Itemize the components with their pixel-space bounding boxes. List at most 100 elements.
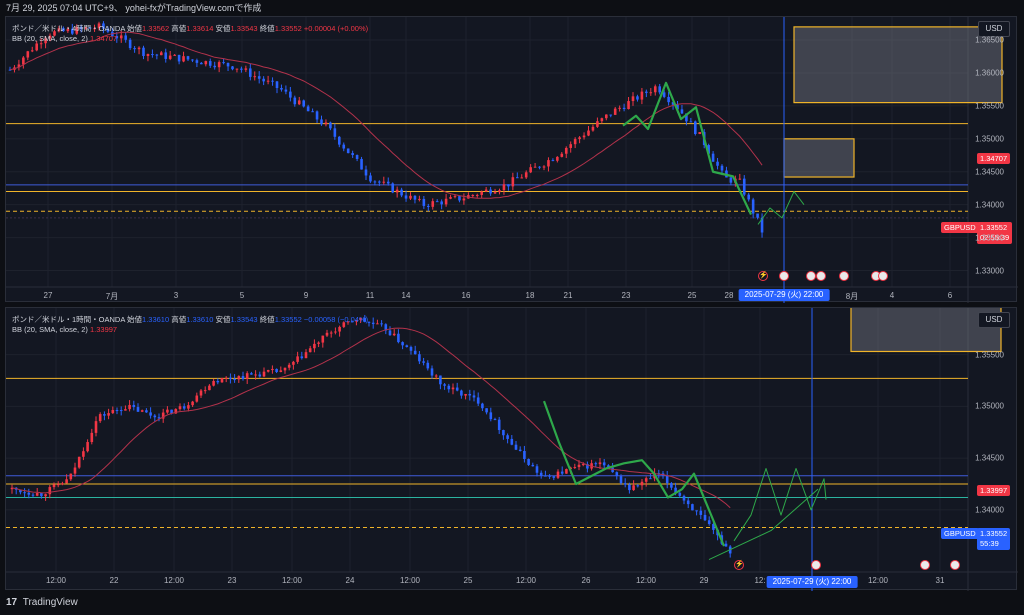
time-scale-label: 29 [699,576,709,585]
candle [161,412,165,419]
candle [173,54,176,56]
candle [458,196,461,201]
us-flag-event-icon[interactable] [779,271,789,281]
bb-price-tag: 1.33997 [977,485,1011,496]
candle [378,181,381,183]
candle [524,172,528,178]
candle [464,393,467,396]
candle [649,478,652,480]
chart-canvas-4h[interactable] [6,17,1018,303]
currency-button[interactable]: USD [978,21,1010,37]
us-flag-event-icon[interactable] [806,271,816,281]
candle [484,189,488,192]
candle [88,27,92,29]
crosshair-time-label: 2025-07-29 (火) 22:00 [738,289,830,301]
chart-panel-1h[interactable]: ポンド／米ドル・1時間・OANDA 始値1.33610 高値1.33610 安値… [5,307,1018,591]
candle [493,419,497,421]
candle [151,54,154,56]
candle [531,464,535,467]
candle [142,47,145,57]
candle [703,514,707,521]
candle [333,128,337,137]
candle [449,197,452,199]
candle [17,64,21,68]
candle [388,330,392,336]
candle [289,91,292,98]
candle [271,368,274,371]
candle [311,111,314,113]
us-flag-event-icon[interactable] [816,271,826,281]
us-flag-event-icon[interactable] [811,560,821,570]
forecast-path [708,488,819,561]
candle [224,377,228,379]
candle [195,60,199,63]
candle [351,153,354,156]
time-scale-label: 12:00 [867,576,889,585]
candle [670,483,673,488]
candle [712,524,715,530]
candle [376,323,379,325]
candle [401,342,404,346]
currency-button[interactable]: USD [978,312,1010,328]
candle [284,89,288,92]
candle [229,377,232,380]
candle [30,50,34,52]
candle [409,346,413,351]
price-scale-label: 1.34500 [975,453,1004,463]
candle [431,201,435,207]
candle [22,57,25,65]
candle [640,481,644,486]
chart-canvas-1h[interactable] [6,308,1018,591]
candle [510,438,514,445]
candle [367,321,371,323]
candle [756,213,759,218]
time-scale-label: 23 [621,291,631,300]
candle [82,451,85,457]
candle [434,375,438,377]
candle [257,76,261,79]
candle [695,510,698,512]
candle [168,55,172,59]
candle [489,412,493,420]
bollinger-middle-line [11,327,731,509]
tradingview-footer[interactable]: 17 TradingView [6,597,78,608]
bollinger-middle-line [9,31,763,199]
candle [565,469,568,474]
candle [200,62,203,65]
lightning-icon[interactable]: ⚡ [758,271,768,281]
change-value: +0.00004 (+0.00%) [303,24,369,33]
candle [208,385,211,391]
candle [355,320,358,322]
change-value: −0.00058 (−0.04%) [303,315,369,324]
candle [577,464,581,468]
time-scale-label: 24 [345,576,355,585]
candle [678,492,682,496]
price-scale-label: 1.35000 [975,134,1004,144]
candle [111,409,115,414]
candle [292,361,295,365]
candle [493,192,497,194]
candle [627,101,630,110]
us-flag-event-icon[interactable] [839,271,849,281]
chart-panel-4h[interactable]: ポンド／米ドル・4時間・OANDA 始値1.33562 高値1.33614 安値… [5,16,1018,303]
candle [485,408,488,413]
candle [686,500,690,505]
us-flag-event-icon[interactable] [920,560,930,570]
candle [128,39,132,49]
header-text: 7月 29, 2025 07:04 UTC+9、 yohei-fxがTradin… [6,3,262,13]
candle [237,376,241,380]
candle [397,333,400,343]
us-flag-event-icon[interactable] [878,271,888,281]
candle [468,393,472,396]
candle [280,88,283,90]
candle [364,169,368,176]
candle [93,28,96,30]
ohlc-legend: ポンド／米ドル・4時間・OANDA 始値1.33562 高値1.33614 安値… [12,24,369,33]
candle [244,68,248,70]
us-flag-event-icon[interactable] [950,560,960,570]
lightning-icon[interactable]: ⚡ [734,560,744,570]
candle [373,181,377,183]
candle [302,100,305,107]
price-scale-label: 1.33000 [975,266,1004,276]
candle [707,145,710,154]
